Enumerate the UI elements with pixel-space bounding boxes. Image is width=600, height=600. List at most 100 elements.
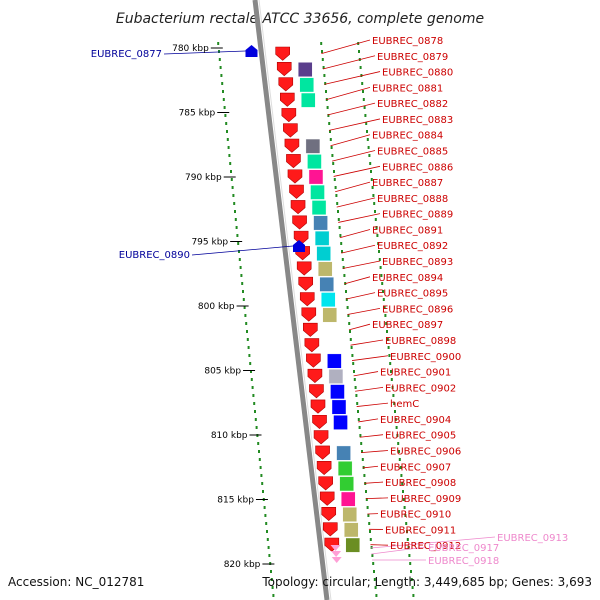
label-leader: [362, 465, 379, 469]
inner-ring-dots: [262, 490, 264, 493]
outer-ring-dots: [321, 58, 324, 61]
inner-ring-dots: [226, 130, 228, 133]
forward-gene-arrow: [286, 154, 301, 169]
outer-ring-dots: [346, 306, 349, 309]
reverse-gene-label: EUBREC_0890: [119, 250, 190, 261]
forward-gene-arrow: [283, 123, 298, 138]
rna-gene-arrow: [331, 551, 342, 557]
inner-ring-dots: [248, 354, 251, 357]
cog-box: [301, 92, 316, 108]
forward-gene-label: EUBREC_0887: [372, 178, 443, 189]
outer-ring-dots: [337, 218, 340, 221]
forward-gene-arrow: [276, 62, 292, 77]
outer-ring-dots: [320, 42, 323, 45]
forward-gene-label: EUBREC_0900: [390, 352, 461, 363]
outer-ring-dots: [357, 418, 360, 421]
outer-ring-dots: [361, 82, 364, 85]
inner-ring-dots: [221, 82, 224, 85]
forward-gene-arrow: [280, 92, 295, 107]
forward-gene-label: EUBREC_0895: [377, 289, 448, 300]
outer-ring-dots: [392, 394, 395, 397]
inner-ring-dots: [224, 114, 227, 117]
forward-gene-arrow: [298, 276, 314, 291]
tick-label: 795 kbp: [191, 238, 228, 248]
forward-gene-label: EUBREC_0911: [385, 525, 456, 536]
label-leader: [327, 102, 376, 116]
outer-ring-dots: [387, 346, 390, 349]
inner-ring-dots: [223, 106, 226, 109]
label-leader: [330, 134, 371, 147]
outer-ring-dots: [394, 418, 397, 421]
inner-ring-dots: [229, 162, 232, 165]
outer-ring-dots: [359, 434, 362, 437]
outer-ring-dots: [359, 66, 362, 69]
outer-ring-dots: [365, 498, 368, 501]
outer-ring-dots: [356, 402, 359, 405]
forward-gene-label: EUBREC_0884: [372, 131, 443, 142]
outer-ring-dots: [334, 186, 337, 189]
outer-ring-dots: [394, 410, 396, 413]
outer-ring-dots: [341, 250, 343, 253]
inner-ring-dots: [225, 122, 228, 125]
forward-gene-arrow: [319, 491, 335, 506]
forward-gene-label: EUBREC_0893: [382, 257, 453, 268]
label-leader: [361, 450, 389, 454]
outer-ring-dots: [388, 354, 391, 357]
outer-ring-dots: [372, 194, 375, 197]
inner-ring-dots: [242, 290, 244, 293]
rna-gene-label: EUBREC_0918: [428, 556, 499, 567]
tick-label: 800 kbp: [198, 302, 235, 312]
outer-ring-dots: [330, 146, 333, 149]
outer-ring-dots: [371, 186, 374, 189]
inner-ring-dots: [220, 74, 223, 77]
inner-ring-dots: [234, 210, 236, 213]
forward-gene-label: hemC: [390, 399, 419, 410]
inner-ring-dots: [254, 418, 257, 421]
outer-ring-dots: [382, 290, 384, 293]
forward-gene-label: EUBREC_0896: [382, 304, 453, 315]
outer-ring-dots: [362, 90, 364, 93]
tick-label: 810 kbp: [211, 431, 248, 441]
inner-ring-dots: [263, 506, 266, 509]
outer-ring-dots: [377, 242, 380, 245]
outer-ring-dots: [369, 162, 372, 165]
cog-box: [310, 184, 325, 200]
forward-gene-label: EUBREC_0880: [382, 68, 453, 79]
outer-ring-dots: [398, 450, 400, 453]
outer-ring-dots: [386, 338, 389, 341]
outer-ring-dots: [375, 594, 378, 597]
label-leader: [345, 292, 376, 300]
outer-ring-dots: [374, 210, 376, 213]
forward-gene-label: EUBREC_0894: [372, 273, 443, 284]
outer-ring-dots: [363, 106, 366, 109]
outer-ring-dots: [381, 282, 384, 285]
outer-ring-dots: [399, 466, 402, 469]
outer-ring-dots: [407, 546, 410, 549]
inner-ring-dots: [250, 378, 253, 381]
forward-gene-arrow: [278, 77, 294, 92]
forward-gene-label: EUBREC_0881: [372, 83, 443, 94]
outer-ring-dots: [349, 338, 352, 341]
inner-ring-dots: [219, 66, 222, 69]
inner-ring-dots: [252, 394, 255, 397]
outer-ring-dots: [366, 138, 369, 141]
outer-ring-dots: [378, 258, 381, 261]
inner-ring-dots: [272, 594, 275, 597]
inner-ring-dots: [250, 370, 252, 373]
label-leader: [350, 339, 384, 346]
inner-ring-dots: [253, 402, 256, 405]
outer-ring-dots: [406, 530, 408, 533]
rna-gene-label: EUBREC_0917: [428, 543, 499, 554]
label-leader: [328, 118, 381, 131]
inner-ring-dots: [258, 450, 260, 453]
forward-gene-arrow: [309, 384, 324, 399]
outer-ring-dots: [333, 170, 335, 173]
label-leader: [370, 536, 496, 549]
outer-ring-dots: [358, 50, 360, 53]
outer-ring-dots: [345, 290, 347, 293]
inner-ring-dots: [266, 538, 269, 541]
outer-ring-dots: [376, 234, 379, 237]
outer-ring-dots: [350, 346, 353, 349]
inner-ring-dots: [259, 466, 262, 469]
